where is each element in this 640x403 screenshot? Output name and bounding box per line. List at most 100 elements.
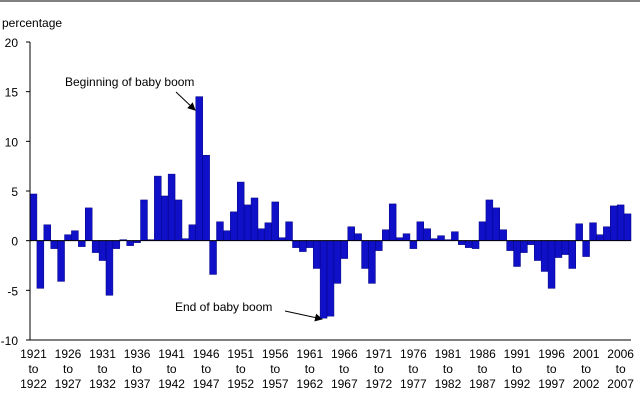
bar <box>174 199 183 241</box>
y-tick-label: 0 <box>11 235 18 249</box>
bar <box>388 203 397 241</box>
bar <box>91 240 100 253</box>
bar <box>202 154 210 241</box>
x-tick-label: 1926 to 1927 <box>55 347 82 391</box>
bar <box>85 207 93 241</box>
bar <box>50 240 58 249</box>
bar <box>506 240 514 251</box>
bar <box>540 240 549 272</box>
bar <box>78 240 86 247</box>
bar <box>582 240 590 257</box>
x-tick-label: 1956 to 1957 <box>262 347 289 391</box>
bar <box>140 199 148 241</box>
x-tick-label: 1971 to 1972 <box>366 347 393 391</box>
bar <box>520 240 528 253</box>
annotation-arrow <box>175 91 196 111</box>
annotation: Beginning of baby boom <box>65 75 194 89</box>
bar <box>250 197 259 241</box>
bar <box>596 234 604 241</box>
bar <box>416 221 425 241</box>
bar <box>105 240 114 296</box>
bar <box>195 96 203 241</box>
bar <box>333 240 342 284</box>
bar <box>209 240 217 275</box>
bar <box>478 221 487 241</box>
y-tick-label: 5 <box>11 185 18 199</box>
bar <box>230 211 238 241</box>
x-tick-label: 1941 to 1942 <box>158 347 185 391</box>
y-axis-label: percentage <box>2 16 62 30</box>
bar <box>326 240 335 317</box>
bar <box>43 224 51 241</box>
bar <box>126 240 134 246</box>
x-tick-label: 1976 to 1977 <box>400 347 427 391</box>
bar <box>98 240 107 261</box>
bar <box>589 222 597 241</box>
bar <box>554 240 563 258</box>
y-tick-label: -5 <box>7 284 18 298</box>
bar <box>29 193 38 241</box>
bar <box>71 230 79 241</box>
y-tick-label: 10 <box>5 135 19 149</box>
bar <box>561 240 570 255</box>
bar <box>236 181 245 241</box>
x-tick-label: 1961 to 1962 <box>296 347 323 391</box>
bar <box>368 240 376 284</box>
bar <box>623 213 632 241</box>
x-tick-label: 1966 to 1967 <box>331 347 358 391</box>
bar <box>319 240 328 319</box>
bar <box>347 226 355 241</box>
bar <box>423 228 431 241</box>
bar <box>243 204 252 241</box>
annotation: End of baby boom <box>175 300 272 314</box>
bar <box>464 240 473 248</box>
bar <box>188 224 197 241</box>
bar <box>306 240 314 248</box>
bar <box>167 173 176 241</box>
bar <box>154 175 162 241</box>
bar <box>223 230 231 241</box>
bar <box>161 195 169 241</box>
x-tick-label: 1931 to 1932 <box>89 347 116 391</box>
bar <box>547 240 556 289</box>
bar <box>112 240 121 249</box>
bar <box>375 240 383 251</box>
x-tick-label: 1996 to 1997 <box>538 347 565 391</box>
bar <box>499 229 507 241</box>
bar <box>285 221 293 241</box>
bar <box>402 233 411 241</box>
bar <box>492 207 500 241</box>
x-tick-label: 1951 to 1952 <box>227 347 254 391</box>
bar <box>458 240 466 245</box>
annotation-arrow <box>284 310 323 322</box>
bar <box>340 240 349 259</box>
x-tick-label: 1921 to 1922 <box>20 347 47 391</box>
x-tick-label: 2001 to 2002 <box>573 347 600 391</box>
bar <box>271 201 279 241</box>
x-tick-label: 1936 to 1937 <box>124 347 151 391</box>
bar <box>57 240 65 282</box>
x-tick-label: 1946 to 1947 <box>193 347 220 391</box>
bar <box>471 240 480 249</box>
bar <box>361 240 369 269</box>
bar <box>382 229 390 241</box>
bar <box>264 222 273 241</box>
bar <box>36 240 45 289</box>
bar <box>513 240 521 267</box>
bar <box>299 240 307 252</box>
bar <box>568 240 576 269</box>
bar <box>257 228 266 241</box>
bar <box>534 240 542 261</box>
y-tick-label: 20 <box>5 36 19 50</box>
bar <box>64 234 72 241</box>
bar <box>216 221 224 241</box>
bar <box>437 235 445 241</box>
bar <box>527 240 535 245</box>
bar <box>354 233 362 241</box>
y-tick-label: 15 <box>5 86 19 100</box>
bar <box>616 204 625 241</box>
bar <box>575 223 583 241</box>
x-tick-label: 1991 to 1992 <box>504 347 531 391</box>
